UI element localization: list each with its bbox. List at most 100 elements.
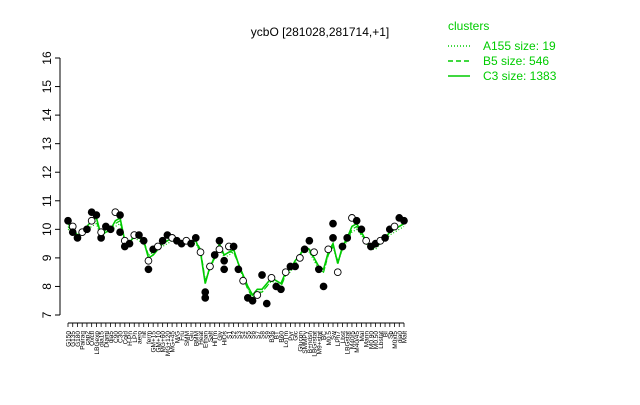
x-tick-label: Lbstat	[378, 331, 385, 349]
y-tick-label: 8	[40, 283, 54, 290]
x-tick-label: S5	[245, 331, 252, 339]
x-tick-label: Lbst	[340, 331, 347, 343]
x-tick-label: SMM	[184, 331, 191, 346]
x-tick-label: LPh	[132, 331, 139, 343]
data-point	[291, 262, 300, 271]
data-point	[158, 236, 167, 245]
data-point	[106, 225, 115, 234]
x-tick-label: Pyr	[288, 330, 295, 341]
x-tick-label: LBGexp	[94, 331, 101, 355]
x-tick-label: HiOs	[222, 330, 229, 345]
x-tick-label: M9+stat	[316, 331, 323, 354]
data-point	[191, 234, 200, 242]
x-tick-label: BC	[321, 331, 328, 340]
data-point	[201, 294, 210, 302]
x-tick-label: S3	[236, 331, 243, 339]
x-tick-label: HiTm	[212, 331, 219, 347]
axes: 7 8 9 10 11 12 13 14 15 16 G150G135G180Pairaqcap2O…	[40, 51, 409, 357]
x-tick-label: B+ndsn	[307, 331, 314, 354]
x-tick-label: Fru	[179, 331, 186, 341]
data-point	[362, 236, 370, 245]
data-point	[262, 299, 271, 308]
data-point	[73, 234, 82, 242]
x-tick-label: Sb	[387, 331, 394, 339]
x-tick-label: Sw	[331, 331, 338, 340]
x-tick-label: dia15	[99, 331, 106, 347]
data-point	[329, 234, 337, 242]
data-point	[196, 248, 205, 257]
y-tick-label: 10	[40, 222, 54, 236]
data-point	[139, 236, 148, 245]
x-tick-label: M40/45	[354, 331, 361, 353]
y-tick-label: 11	[40, 194, 54, 207]
data-point	[215, 236, 224, 245]
data-point	[234, 265, 243, 274]
x-tick-label: dia0	[397, 331, 404, 344]
data-point	[187, 239, 195, 248]
data-point	[215, 245, 224, 254]
x-tick-label: Mann	[364, 331, 371, 348]
data-point	[229, 242, 238, 251]
x-tick-label: M0.50	[373, 331, 380, 349]
x-tick-label: Diami	[103, 331, 110, 348]
x-tick-label: M0.90	[368, 331, 375, 349]
x-tick-label: Ethan	[203, 331, 210, 348]
data-point	[125, 239, 134, 248]
x-tick-label: S6	[250, 331, 257, 339]
data-point	[314, 265, 323, 274]
x-tick-label: S1	[226, 331, 233, 339]
data-point	[144, 265, 153, 274]
x-tick-label: G150	[66, 331, 73, 347]
x-tick-label: Glc	[293, 330, 300, 341]
y-tick-label: 7	[40, 311, 54, 318]
x-tick-label: aero	[136, 331, 143, 344]
data-point	[83, 225, 91, 234]
x-tick-label: M0xt5	[392, 331, 399, 349]
x-tick-label: S9	[264, 331, 271, 339]
x-tick-label: M/G	[174, 331, 181, 343]
x-tick-label: S8	[260, 331, 267, 339]
x-tick-label: B60	[278, 331, 285, 343]
x-tick-label: BI	[383, 331, 390, 337]
data-point	[220, 265, 229, 274]
data-point	[319, 282, 328, 291]
x-tick-label: MG+45	[170, 331, 177, 353]
data-point	[390, 222, 399, 231]
x-tick-label: LBGrstat	[312, 331, 319, 357]
data-points	[64, 208, 408, 308]
x-tick-label: BT	[274, 331, 281, 339]
data-point	[258, 271, 266, 279]
data-point	[116, 211, 124, 219]
x-tick-label: nit	[141, 331, 148, 338]
data-point	[116, 228, 124, 237]
x-tick-label: GM+15	[151, 331, 158, 353]
data-point	[220, 256, 229, 265]
x-tick-label: M40/5	[349, 331, 356, 349]
x-tick-label: Cold	[122, 331, 129, 345]
data-point	[324, 245, 333, 254]
data-point	[333, 268, 342, 277]
data-point	[87, 216, 96, 225]
x-tick-label: Glu	[189, 331, 196, 342]
data-point	[305, 236, 314, 245]
x-tick-label: MG+60	[160, 331, 167, 353]
data-point	[267, 274, 276, 282]
data-point	[357, 225, 366, 234]
data-point	[381, 234, 389, 242]
x-tick-label: C90	[113, 331, 120, 343]
data-point	[277, 285, 285, 294]
y-tick-label: 14	[40, 108, 54, 122]
data-point	[92, 211, 101, 219]
legend-title: clusters	[448, 19, 489, 33]
x-tick-label: S7	[255, 331, 262, 339]
y-tick-label: 16	[40, 51, 54, 65]
data-point	[329, 219, 337, 228]
data-point	[239, 276, 247, 285]
x-tick-label: M0.5	[326, 331, 333, 346]
y-tick-label: 15	[40, 80, 54, 94]
data-point	[135, 231, 143, 239]
legend-label: B5 size: 546	[483, 54, 549, 68]
